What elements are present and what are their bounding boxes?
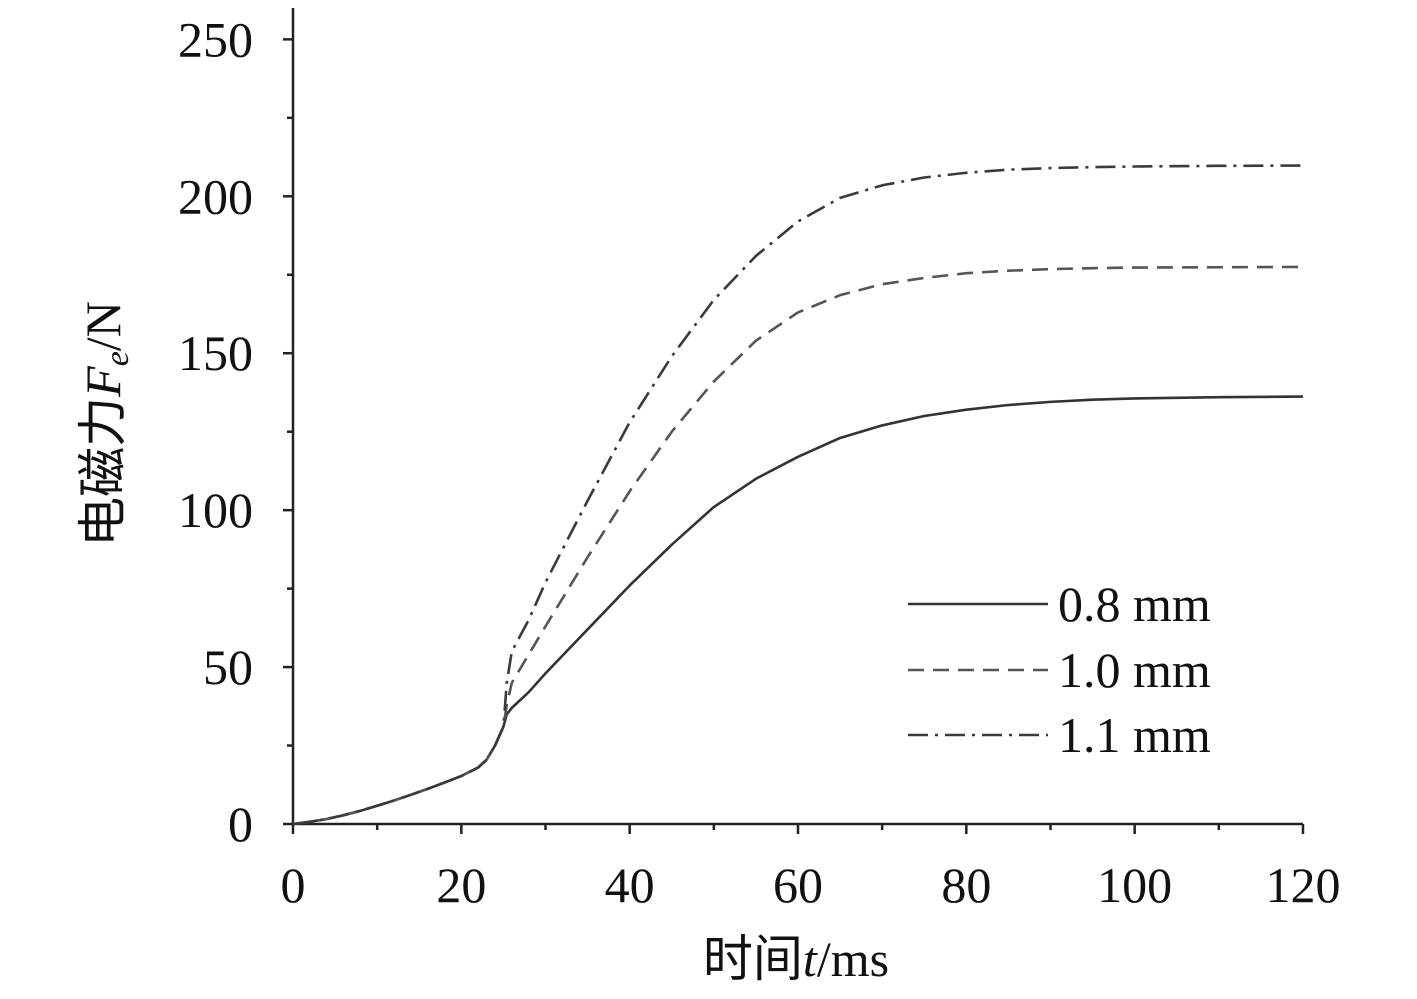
y-axis-title-unit: /N — [75, 301, 131, 351]
y-axis-title: 电磁力Fe/N — [75, 301, 136, 547]
legend-label-2: 1.1 mm — [1058, 707, 1211, 763]
series-line-0 — [292, 395, 1304, 826]
y-tick-label: 200 — [178, 168, 253, 224]
legend: 0.8 mm 1.0 mm 1.1 mm — [908, 576, 1211, 763]
y-tick-label: 50 — [203, 639, 253, 695]
x-tick-label: 60 — [773, 857, 823, 913]
y-tick-label: 250 — [178, 11, 253, 67]
x-axis-title: 时间t/ms — [703, 931, 889, 987]
x-tick-label: 40 — [605, 857, 655, 913]
y-tick-label: 100 — [178, 482, 253, 538]
series-layer — [292, 164, 1304, 826]
x-tick-label: 20 — [436, 857, 486, 913]
ticks: 0 20 40 60 80 100 120 0 50 100 150 200 250 — [178, 11, 1341, 913]
y-tick-label: 150 — [178, 325, 253, 381]
y-tick-label: 0 — [228, 796, 253, 852]
y-axis-title-var: F — [75, 366, 131, 398]
x-tick-label: 80 — [941, 857, 991, 913]
legend-label-1: 1.0 mm — [1058, 642, 1211, 698]
y-axis-title-sub: e — [99, 351, 136, 366]
x-tick-label: 120 — [1266, 857, 1341, 913]
x-axis-title-prefix: 时间 — [703, 931, 803, 987]
y-axis-title-prefix: 电磁力 — [75, 397, 131, 547]
x-tick-label: 100 — [1097, 857, 1172, 913]
x-axis-title-unit: /ms — [817, 931, 889, 987]
x-tick-label: 0 — [281, 857, 306, 913]
axes — [291, 8, 1303, 826]
x-axis-title-var: t — [803, 931, 818, 987]
legend-label-0: 0.8 mm — [1058, 576, 1211, 632]
